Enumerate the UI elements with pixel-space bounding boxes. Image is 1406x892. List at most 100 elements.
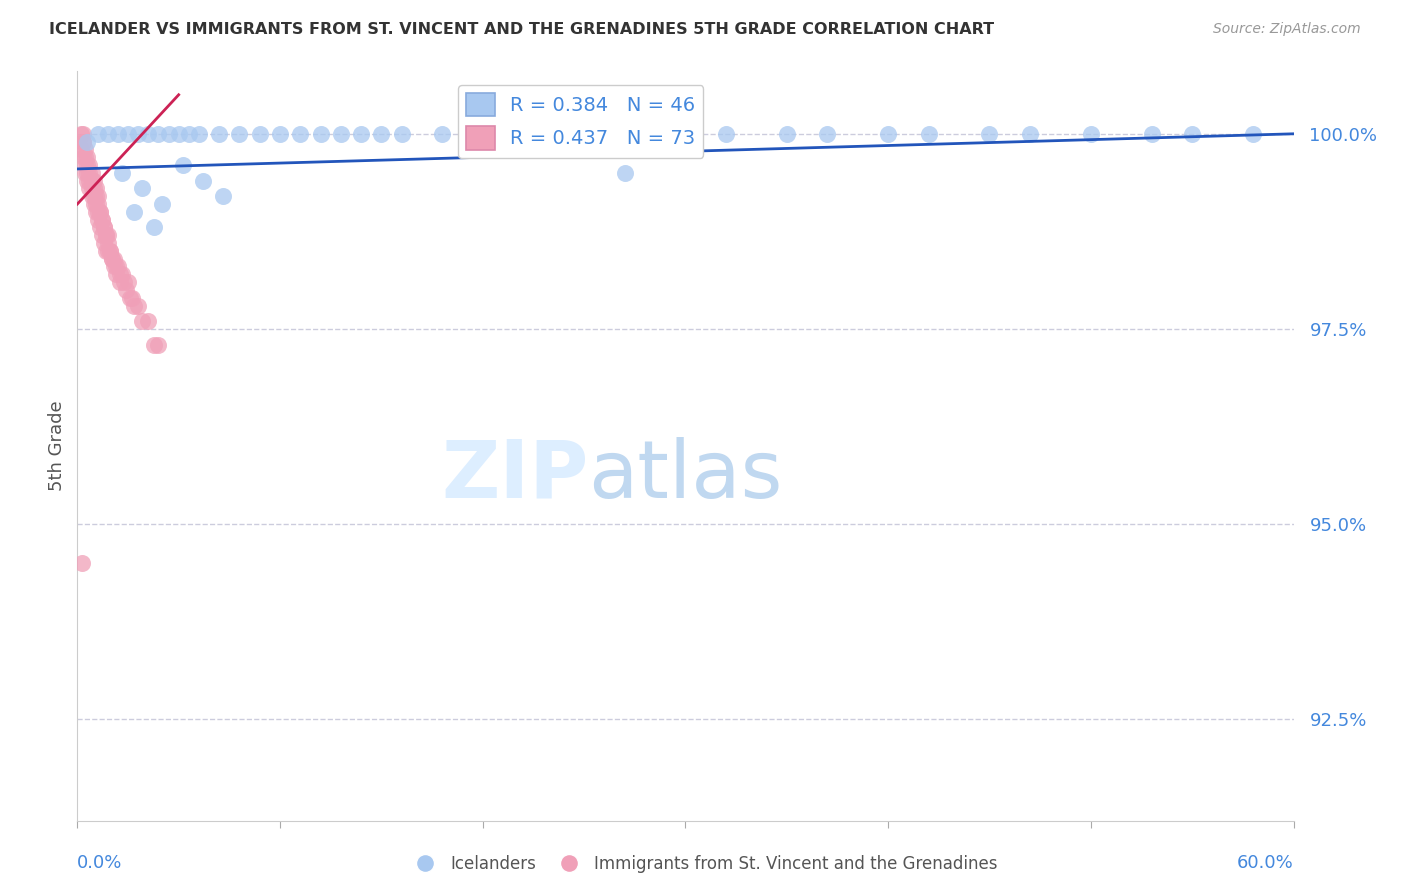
Point	[80, 166, 103, 180]
Text: Source: ZipAtlas.com: Source: ZipAtlas.com	[1213, 22, 1361, 37]
Point	[86, 127, 108, 141]
Point	[93, 220, 115, 235]
Text: 0.0%: 0.0%	[77, 855, 122, 872]
Point	[90, 212, 112, 227]
Point	[84, 181, 107, 195]
Point	[72, 135, 94, 149]
Point	[1019, 127, 1042, 141]
Point	[90, 212, 112, 227]
Point	[111, 166, 134, 180]
Point	[97, 244, 120, 258]
Point	[172, 158, 194, 172]
Point	[79, 158, 101, 172]
Point	[1140, 127, 1163, 141]
Point	[329, 127, 352, 141]
Point	[117, 275, 139, 289]
Point	[290, 127, 312, 141]
Point	[79, 173, 101, 187]
Point	[117, 127, 139, 141]
Point	[111, 268, 134, 282]
Point	[75, 150, 97, 164]
Point	[70, 142, 93, 156]
Point	[815, 127, 838, 141]
Point	[83, 189, 105, 203]
Text: 60.0%: 60.0%	[1237, 855, 1294, 872]
Point	[90, 228, 112, 243]
Point	[979, 127, 1001, 141]
Point	[94, 228, 117, 243]
Point	[350, 127, 373, 141]
Point	[70, 127, 93, 141]
Point	[391, 127, 413, 141]
Point	[249, 127, 271, 141]
Point	[167, 127, 190, 141]
Point	[93, 220, 115, 235]
Point	[188, 127, 211, 141]
Point	[143, 220, 166, 235]
Point	[97, 236, 120, 251]
Point	[776, 127, 799, 141]
Point	[714, 127, 737, 141]
Point	[191, 173, 214, 187]
Point	[143, 337, 166, 351]
Point	[269, 127, 291, 141]
Point	[86, 212, 108, 227]
Point	[75, 142, 97, 156]
Point	[131, 314, 153, 328]
Legend: R = 0.384   N = 46, R = 0.437   N = 73: R = 0.384 N = 46, R = 0.437 N = 73	[458, 85, 703, 158]
Point	[127, 127, 149, 141]
Point	[136, 127, 159, 141]
Point	[72, 127, 94, 141]
Y-axis label: 5th Grade: 5th Grade	[48, 401, 66, 491]
Point	[86, 197, 108, 211]
Point	[84, 197, 107, 211]
Point	[877, 127, 900, 141]
Point	[309, 127, 332, 141]
Point	[101, 252, 124, 266]
Point	[131, 181, 153, 195]
Point	[208, 127, 231, 141]
Point	[84, 204, 107, 219]
Point	[1241, 127, 1264, 141]
Point	[98, 244, 121, 258]
Point	[212, 189, 235, 203]
Point	[121, 291, 143, 305]
Point	[83, 173, 105, 187]
Point	[72, 150, 94, 164]
Point	[1181, 127, 1204, 141]
Point	[104, 268, 127, 282]
Point	[918, 127, 941, 141]
Point	[127, 299, 149, 313]
Point	[89, 204, 111, 219]
Text: ZIP: ZIP	[441, 437, 588, 515]
Point	[76, 166, 98, 180]
Point	[107, 127, 129, 141]
Point	[430, 127, 453, 141]
Point	[94, 244, 117, 258]
Point	[79, 181, 101, 195]
Point	[76, 150, 98, 164]
Point	[136, 314, 159, 328]
Point	[76, 158, 98, 172]
Point	[89, 220, 111, 235]
Point	[101, 252, 124, 266]
Point	[80, 181, 103, 195]
Point	[675, 127, 697, 141]
Point	[1080, 127, 1102, 141]
Point	[98, 244, 121, 258]
Point	[157, 127, 180, 141]
Point	[112, 275, 135, 289]
Point	[93, 236, 115, 251]
Point	[75, 166, 97, 180]
Point	[97, 127, 120, 141]
Point	[97, 228, 120, 243]
Point	[83, 197, 105, 211]
Point	[108, 275, 131, 289]
Text: ICELANDER VS IMMIGRANTS FROM ST. VINCENT AND THE GRENADINES 5TH GRADE CORRELATIO: ICELANDER VS IMMIGRANTS FROM ST. VINCENT…	[49, 22, 994, 37]
Point	[80, 173, 103, 187]
Point	[471, 127, 494, 141]
Point	[103, 260, 125, 274]
Point	[122, 299, 145, 313]
Point	[613, 166, 636, 180]
Point	[76, 135, 98, 149]
